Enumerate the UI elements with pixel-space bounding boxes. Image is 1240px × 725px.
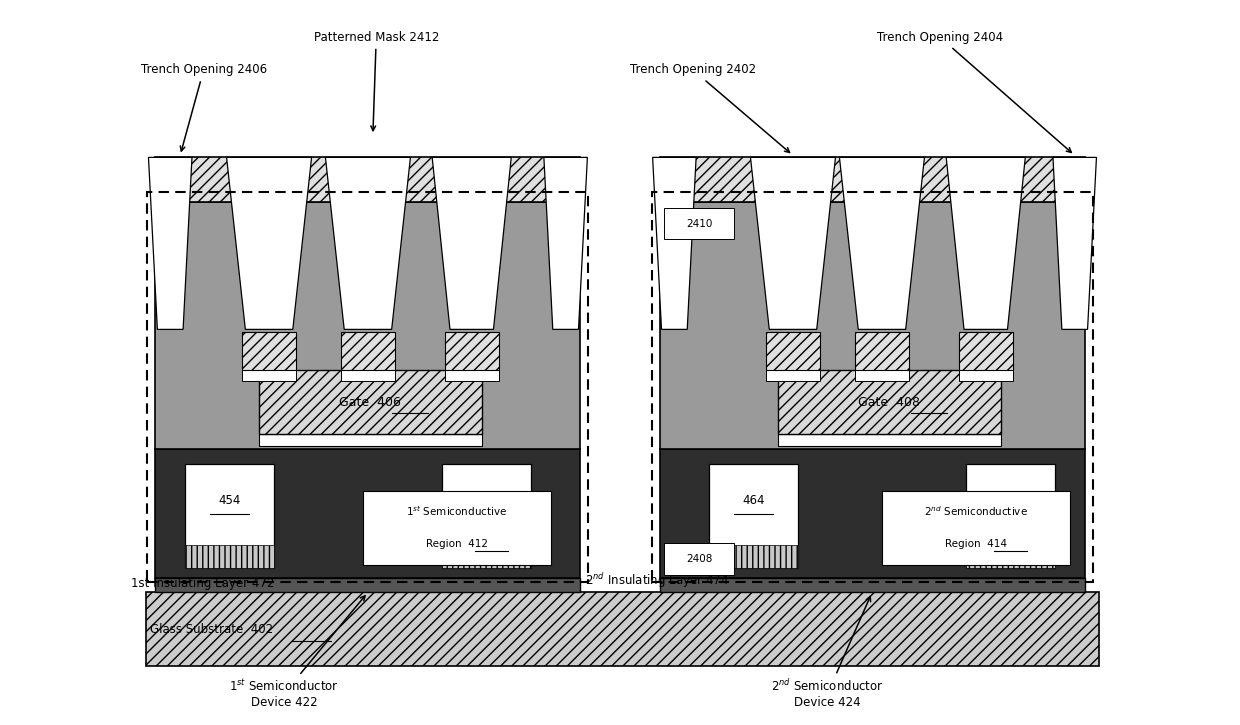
Bar	[854, 332, 909, 370]
Text: 1st Insulating Layer 472: 1st Insulating Layer 472	[130, 577, 274, 590]
Text: Glass Substrate  402: Glass Substrate 402	[150, 623, 274, 636]
Polygon shape	[652, 157, 696, 329]
Polygon shape	[544, 157, 588, 329]
Text: 454: 454	[218, 494, 241, 507]
Bar	[242, 332, 296, 370]
Bar	[766, 369, 820, 381]
Bar	[959, 369, 1013, 381]
Text: Patterned Mask 2412: Patterned Mask 2412	[314, 30, 439, 130]
Bar	[443, 464, 531, 568]
Text: Region  414: Region 414	[945, 539, 1007, 549]
Text: 456: 456	[475, 494, 497, 507]
Bar	[185, 464, 274, 568]
Text: 464: 464	[743, 494, 765, 507]
Text: 1$^{st}$ Semiconductive: 1$^{st}$ Semiconductive	[407, 505, 507, 518]
Text: 1$^{st}$ Semiconductor
Device 422: 1$^{st}$ Semiconductor Device 422	[229, 596, 365, 709]
Bar	[155, 449, 580, 578]
Text: 2$^{nd}$ Semiconductor
Device 424: 2$^{nd}$ Semiconductor Device 424	[771, 597, 884, 709]
Bar	[660, 578, 1085, 592]
Bar	[259, 370, 481, 434]
Polygon shape	[325, 157, 410, 329]
Bar	[959, 332, 1013, 370]
Bar	[854, 369, 909, 381]
Bar	[652, 192, 1092, 582]
Bar	[779, 370, 1001, 434]
Bar	[445, 369, 498, 381]
Bar	[966, 545, 1055, 568]
Text: Trench Opening 2402: Trench Opening 2402	[630, 63, 790, 152]
Text: Region  412: Region 412	[425, 539, 487, 549]
Bar	[766, 332, 820, 370]
Bar	[665, 208, 734, 239]
Text: 2$^{nd}$ Insulating Layer 474: 2$^{nd}$ Insulating Layer 474	[585, 571, 729, 590]
Bar	[443, 545, 531, 568]
Polygon shape	[1053, 157, 1096, 329]
Bar	[155, 578, 580, 592]
Text: 2408: 2408	[686, 554, 712, 564]
Polygon shape	[750, 157, 836, 329]
Bar	[341, 369, 396, 381]
Polygon shape	[149, 157, 192, 329]
Text: Gate  408: Gate 408	[858, 396, 920, 409]
Bar	[341, 332, 396, 370]
Bar	[709, 464, 797, 568]
Polygon shape	[433, 157, 511, 329]
Bar	[155, 202, 580, 449]
Bar	[665, 543, 734, 574]
Bar	[660, 202, 1085, 449]
Text: 2410: 2410	[686, 219, 712, 228]
Bar	[145, 592, 1100, 666]
Polygon shape	[839, 157, 925, 329]
Polygon shape	[227, 157, 311, 329]
Bar	[660, 449, 1085, 578]
Text: 466: 466	[999, 494, 1022, 507]
Bar	[242, 369, 296, 381]
Bar	[363, 491, 551, 565]
Text: Gate  406: Gate 406	[340, 396, 402, 409]
Bar	[148, 192, 588, 582]
Polygon shape	[946, 157, 1025, 329]
Bar	[966, 464, 1055, 568]
Bar	[882, 491, 1070, 565]
Text: Trench Opening 2404: Trench Opening 2404	[877, 30, 1071, 152]
Bar	[155, 157, 580, 202]
Bar	[259, 434, 481, 446]
Text: Trench Opening 2406: Trench Opening 2406	[140, 63, 267, 151]
Bar	[779, 434, 1001, 446]
Text: 2$^{nd}$ Semiconductive: 2$^{nd}$ Semiconductive	[924, 505, 1028, 518]
Bar	[660, 157, 1085, 202]
Bar	[445, 332, 498, 370]
Bar	[709, 545, 797, 568]
Bar	[185, 545, 274, 568]
